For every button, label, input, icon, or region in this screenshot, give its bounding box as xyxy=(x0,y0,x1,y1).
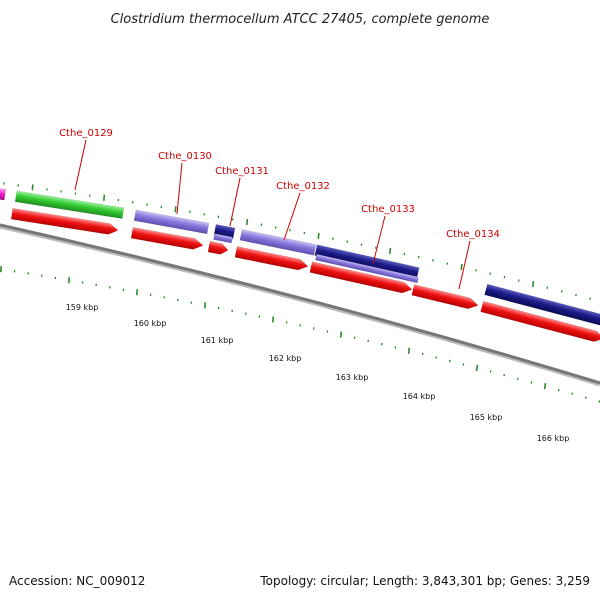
gene-label-leader xyxy=(176,162,183,215)
gene-bar-edge xyxy=(0,187,7,201)
cds-arrow-0132-shape xyxy=(234,246,309,271)
gene-label: Cthe_0130 xyxy=(158,151,212,162)
gene-label-leader xyxy=(458,240,471,290)
major-tick xyxy=(339,331,343,338)
major-tick xyxy=(460,263,463,270)
gene-bar-0135-shape xyxy=(484,283,600,327)
gene-bar-0129 xyxy=(14,190,125,219)
major-tick xyxy=(388,247,392,254)
cds-arrow-0130 xyxy=(130,227,204,250)
major-tick xyxy=(531,281,535,288)
cds-arrow-0133 xyxy=(309,261,413,294)
gene-bar-0129-shape xyxy=(14,190,125,219)
kbp-labels: 159 kbp 160 kbp 161 kbp 162 kbp 163 kbp 164 k… xyxy=(66,303,570,443)
kbp-label: 165 kbp xyxy=(470,413,503,422)
kbp-label: 159 kbp xyxy=(66,303,99,312)
cds-arrow-0134-shape xyxy=(411,284,479,309)
genome-summary-text: Topology: circular; Length: 3,843,301 bp… xyxy=(259,574,590,588)
cds-arrow-0129 xyxy=(10,208,119,235)
cds-arrow-0134 xyxy=(411,284,479,309)
kbp-label: 163 kbp xyxy=(336,373,369,382)
cds-arrow-0135 xyxy=(480,300,600,342)
gene-label-leader xyxy=(372,215,386,265)
major-tick xyxy=(135,289,139,296)
gene-bar-edge-shape xyxy=(0,187,7,201)
gene-label-leader xyxy=(283,192,301,241)
accession-text: Accession: NC_009012 xyxy=(9,574,145,588)
gene-features xyxy=(0,187,600,342)
gene-label-leader xyxy=(229,177,241,227)
cds-arrow-0130-shape xyxy=(130,227,204,250)
gene-bar-0133-lower xyxy=(315,253,419,284)
map-title: Clostridium thermocellum ATCC 27405, com… xyxy=(111,12,490,27)
kbp-label: 160 kbp xyxy=(134,319,167,328)
kbp-label: 161 kbp xyxy=(201,336,234,345)
gene-bar-0130 xyxy=(133,209,210,235)
major-tick xyxy=(271,316,275,323)
gene-label: Cthe_0129 xyxy=(59,128,113,139)
major-tick xyxy=(174,206,177,213)
cds-arrow-0131 xyxy=(207,240,229,255)
gene-bar-0131-light-shape xyxy=(213,233,233,244)
major-tick xyxy=(203,302,207,309)
major-tick xyxy=(475,364,479,372)
cds-arrow-0133-shape xyxy=(309,261,413,294)
cds-arrow-0131-shape xyxy=(207,240,229,255)
gene-label: Cthe_0133 xyxy=(361,204,415,215)
gene-bar-0133-lower-shape xyxy=(315,253,419,284)
major-tick xyxy=(543,383,547,390)
major-tick xyxy=(407,347,411,354)
gene-bar-0131-light xyxy=(213,233,233,244)
gene-label: Cthe_0131 xyxy=(215,166,269,177)
kbp-label: 164 kbp xyxy=(403,392,436,401)
gene-label: Cthe_0132 xyxy=(276,181,330,192)
major-tick xyxy=(317,232,320,239)
major-tick xyxy=(246,218,249,226)
gene-bar-0130-shape xyxy=(133,209,210,235)
kbp-label: 162 kbp xyxy=(269,354,302,363)
gene-bar-0132-shape xyxy=(239,229,317,256)
gene-label: Cthe_0134 xyxy=(446,229,500,240)
kbp-label: 166 kbp xyxy=(537,434,570,443)
cds-arrow-0129-shape xyxy=(10,208,119,235)
genome-backbone xyxy=(0,223,600,385)
tick-marks xyxy=(0,182,600,403)
cds-arrow-0135-shape xyxy=(480,300,600,342)
gene-bar-0135 xyxy=(484,283,600,327)
cds-arrow-0132 xyxy=(234,246,309,271)
gene-label-leader xyxy=(74,139,87,191)
gene-bar-0132 xyxy=(239,229,317,256)
